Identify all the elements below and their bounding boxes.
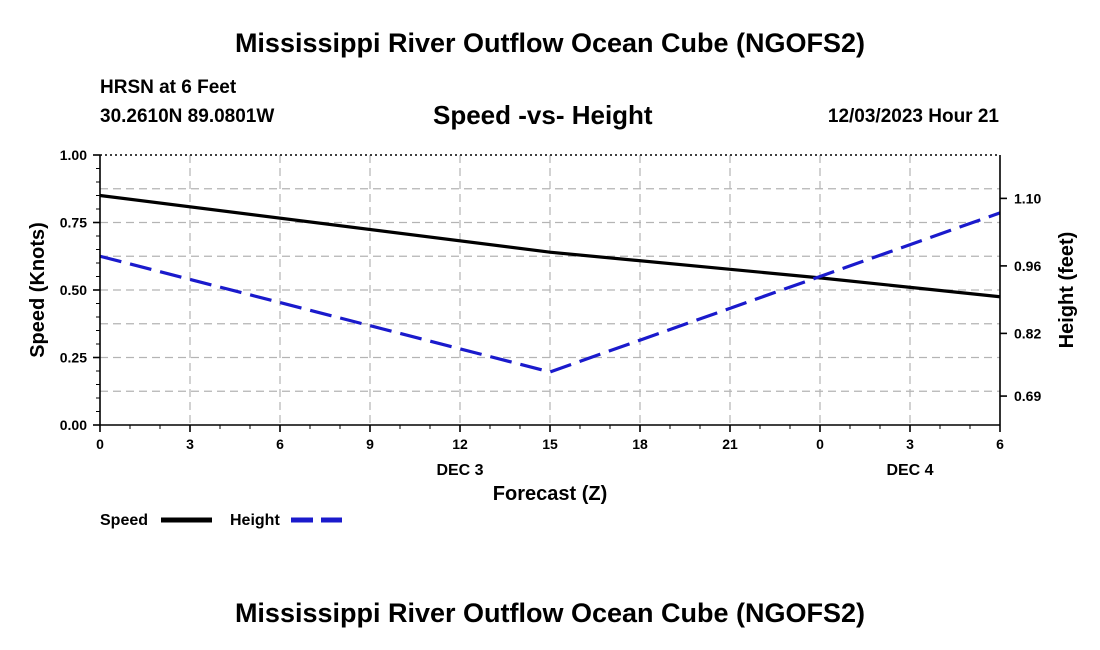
station-coordinates: 30.2610N 89.0801W [100,106,275,127]
y-tick-label: 0.25 [60,350,87,366]
grid-layer [100,155,1000,425]
x-tick-label: 6 [996,436,1004,452]
x-tick-label: 3 [186,436,194,452]
y2-tick-label: 0.69 [1014,388,1041,404]
chart-main-title: Mississippi River Outflow Ocean Cube (NG… [234,28,866,58]
x-tick-label: 12 [452,436,468,452]
forecast-datetime: 12/03/2023 Hour 21 [827,106,999,127]
axes-layer [93,154,1007,432]
legend-label-speed: Speed [100,512,148,529]
x-tick-label: 0 [96,436,104,452]
chart-subtitle: Speed -vs- Height [433,100,653,130]
x-tick-label: 18 [632,436,648,452]
x-date-label: DEC 3 [436,462,483,479]
y-axis-title: Speed (Knots) [27,222,49,358]
y2-tick-label: 0.82 [1014,325,1041,341]
y2-tick-label: 0.96 [1014,258,1041,274]
chart-legend: Speed Height [100,512,342,529]
x-axis-title: Forecast (Z) [493,483,607,505]
labels-layer: 0 3 6 9 12 15 18 21 0 3 6 DEC 3 DEC 4 0.00 0.25 0.50 0.7… [60,147,1042,479]
x-tick-label: 21 [722,436,738,452]
y-tick-label: 0.75 [60,215,87,231]
x-tick-label: 3 [906,436,914,452]
x-tick-label: 0 [816,436,824,452]
y-tick-label: 0.00 [60,417,87,433]
footer-title: Mississippi River Outflow Ocean Cube (NG… [234,598,866,628]
y-tick-label: 0.50 [60,282,87,298]
series-line-speed [99,193,1001,299]
station-label: HRSN at 6 Feet [100,77,237,98]
series-line-height [99,211,1001,374]
x-tick-label: 6 [276,436,284,452]
y2-tick-label: 1.10 [1014,190,1041,206]
series-layer [99,193,1001,374]
x-tick-label: 9 [366,436,374,452]
x-date-label: DEC 4 [886,462,933,479]
y-tick-label: 1.00 [60,147,87,163]
x-tick-label: 15 [542,436,558,452]
y2-axis-title: Height (feet) [1056,232,1078,349]
legend-label-height: Height [230,512,280,529]
